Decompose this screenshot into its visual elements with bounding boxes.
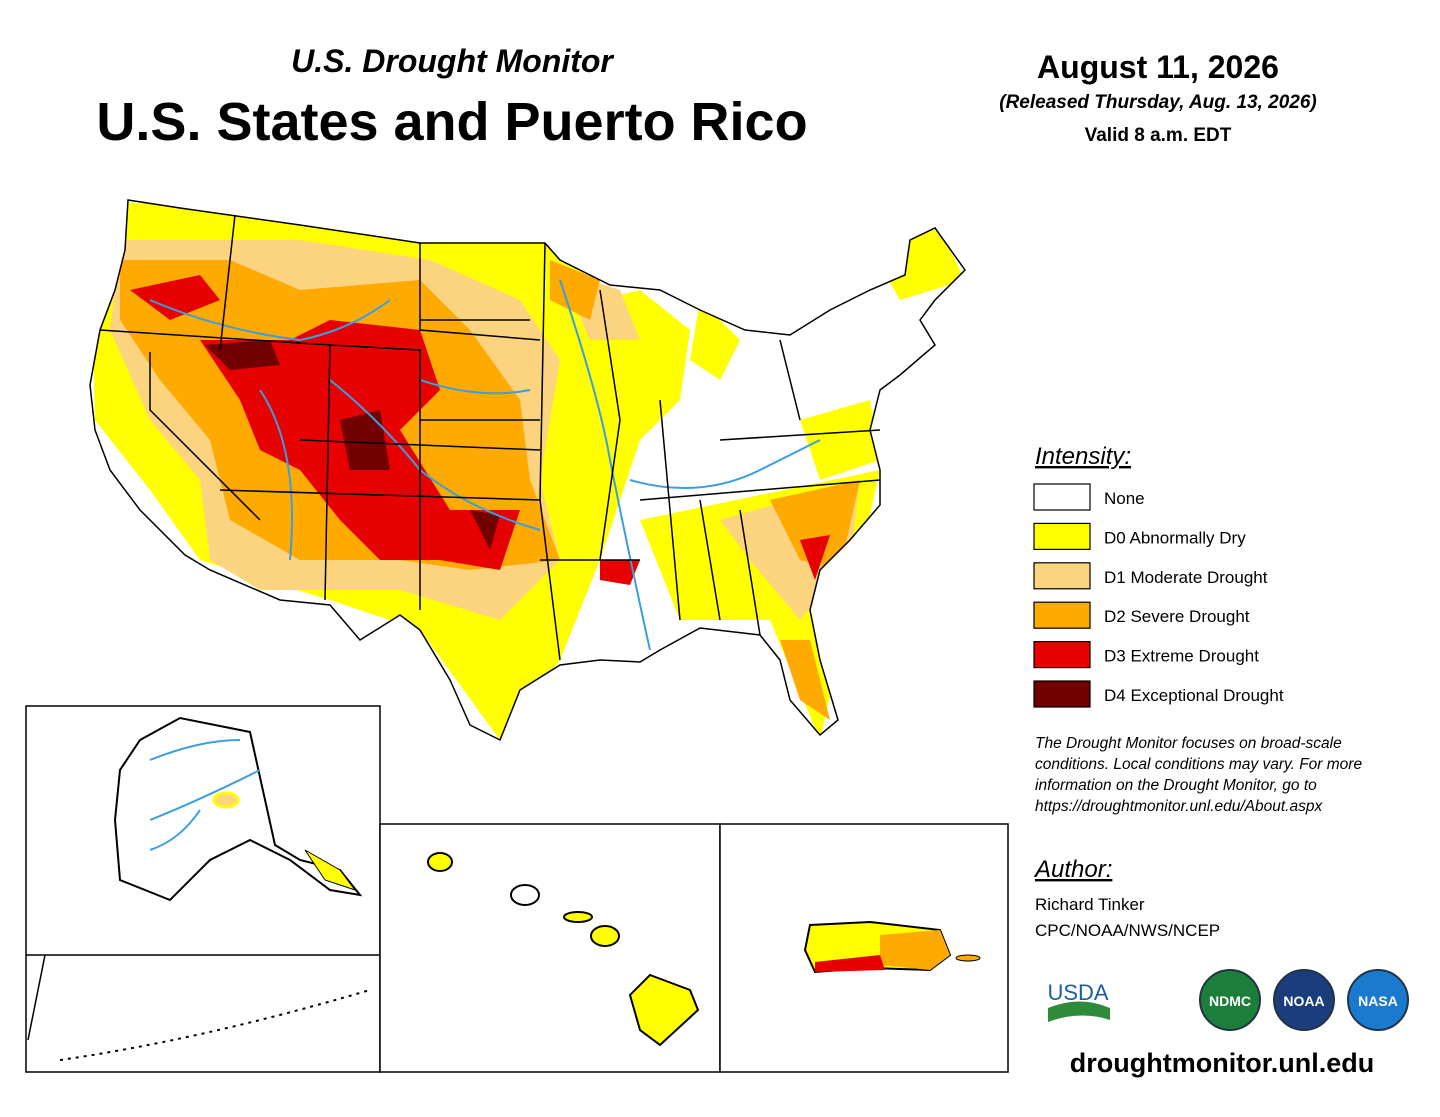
map-date: August 11, 2026 xyxy=(1037,49,1279,85)
legend-label: D2 Severe Drought xyxy=(1104,607,1250,626)
legend-label: D0 Abnormally Dry xyxy=(1104,528,1246,547)
legend-swatch xyxy=(1033,680,1091,708)
conus-map xyxy=(89,199,966,741)
river xyxy=(419,379,531,395)
logo-circle xyxy=(1347,969,1409,1031)
drought-area xyxy=(800,535,830,580)
title: U.S. States and Puerto Rico xyxy=(96,92,807,152)
legend-swatch xyxy=(1033,522,1091,551)
author-heading: Author: xyxy=(1033,856,1112,883)
state-border xyxy=(99,214,881,661)
legend-label: None xyxy=(1104,489,1145,508)
legend-label: D3 Extreme Drought xyxy=(1104,647,1259,666)
drought-area xyxy=(770,480,860,570)
release-date: (Released Thursday, Aug. 13, 2026) xyxy=(999,92,1317,113)
website: droughtmonitor.unl.edu xyxy=(1070,1048,1374,1078)
logo-circle xyxy=(1199,969,1261,1031)
legend-title: Intensity: xyxy=(1035,443,1131,470)
legend: Intensity: None D0 Abnormally Dry D1 Moder… xyxy=(1033,443,1284,708)
drought-area xyxy=(600,560,640,585)
logo-stripe xyxy=(1048,1001,1110,1022)
drought-area xyxy=(690,300,740,380)
legend-swatch xyxy=(1033,562,1091,590)
logo-text: USDA xyxy=(1047,980,1108,1005)
river xyxy=(259,389,293,561)
drought-area xyxy=(800,400,880,480)
river xyxy=(559,279,651,651)
drought-area xyxy=(550,260,600,320)
legend-swatch xyxy=(1033,483,1091,511)
logos: USDA NDMC NOAA NASA xyxy=(1047,969,1409,1031)
river xyxy=(149,739,261,851)
note-line: The Drought Monitor focuses on broad-sca… xyxy=(1035,735,1342,752)
drought-area xyxy=(780,640,830,720)
drought-area xyxy=(205,340,280,370)
note-line: information on the Drought Monitor, go t… xyxy=(1035,777,1317,794)
drought-area xyxy=(130,275,220,320)
legend-label: D1 Moderate Drought xyxy=(1104,568,1268,587)
alaska-inset xyxy=(25,705,381,1073)
drought-area xyxy=(340,410,390,470)
subtitle: U.S. Drought Monitor xyxy=(291,43,614,79)
author-org: CPC/NOAA/NWS/NCEP xyxy=(1035,921,1220,940)
logo-text: NASA xyxy=(1358,993,1398,1009)
author-name: Richard Tinker xyxy=(1035,895,1145,914)
logo-text: NOAA xyxy=(1283,993,1324,1009)
legend-label: D4 Exceptional Drought xyxy=(1104,686,1284,705)
note-line: conditions. Local conditions may vary. F… xyxy=(1035,756,1362,773)
logo-text: NDMC xyxy=(1209,993,1251,1009)
legend-swatch xyxy=(1033,601,1091,629)
hawaii-inset xyxy=(379,823,721,1073)
river xyxy=(629,439,821,489)
note-line: https://droughtmonitor.unl.edu/About.asp… xyxy=(1035,798,1323,815)
puerto-rico-inset xyxy=(719,823,1009,1073)
note: The Drought Monitor focuses on broad-sca… xyxy=(1035,735,1362,815)
logo-circle xyxy=(1273,969,1335,1031)
drought-area xyxy=(470,510,500,550)
valid-time: Valid 8 a.m. EDT xyxy=(1085,125,1232,146)
legend-swatch xyxy=(1033,640,1091,669)
river xyxy=(149,299,391,342)
